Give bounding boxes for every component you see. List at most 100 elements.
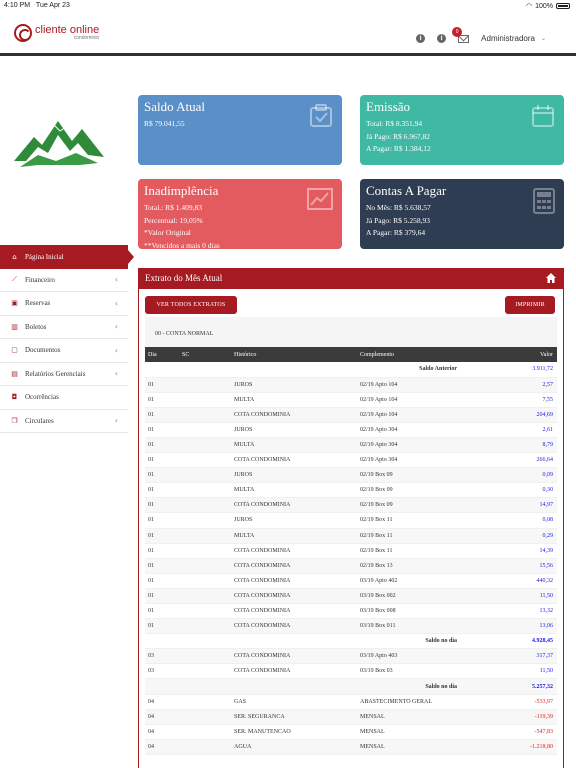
cell-dia: 01 — [145, 407, 179, 423]
table-row: 04 SER. MANUTENCAO MENSAL -547,83 — [145, 724, 557, 740]
cell-valor: 13,06 — [477, 618, 557, 635]
cell-sc — [179, 392, 231, 408]
cell-complemento: MENSAL — [357, 739, 477, 755]
cell-complemento: 03/19 Box 008 — [357, 603, 477, 620]
cell-historico: COTA CONDOMINIA — [231, 558, 357, 574]
cell-sc — [179, 618, 231, 635]
cell-sc — [179, 648, 231, 665]
table-row: 01 MULTA 02/19 Box 09 0,30 — [145, 482, 557, 499]
table-row: 01 COTA CONDOMINIA 03/19 Box 008 13,32 — [145, 603, 557, 620]
cell-valor: 8,79 — [477, 437, 557, 454]
cell-historico: MULTA — [231, 482, 357, 499]
cell-historico: COTA CONDOMINIA — [231, 603, 357, 620]
card-title: Saldo Atual — [144, 99, 206, 114]
status-time: 4:10 PM Tue Apr 23 — [4, 2, 70, 9]
cell-valor: 7,55 — [477, 392, 557, 408]
cell-sc — [179, 573, 231, 589]
cell-dia: 01 — [145, 377, 179, 393]
saldo-dia-label: Saldo no dia — [357, 633, 477, 650]
cell-sc — [179, 467, 231, 484]
saldo-dia-value: 5.257,32 — [477, 678, 557, 695]
card-inadimplencia[interactable]: Inadimplência Total.: R$ 1.409,83 Percen… — [138, 179, 342, 250]
card-line: Total.: R$ 1.409,83 — [144, 203, 203, 212]
cell-historico: COTA CONDOMINIA — [231, 588, 357, 605]
view-all-statements-button[interactable]: VER TODOS EXTRATOS — [145, 296, 237, 314]
sidebar-item-pagina-inicial[interactable]: ⌂ Página Inicial — [0, 245, 134, 269]
cell-valor: 0,09 — [477, 467, 557, 484]
sidebar-item-boletos[interactable]: ▥ Boletos ‹ — [0, 316, 128, 339]
extrato-actions: VER TODOS EXTRATOS IMPRIMIR — [139, 289, 563, 317]
saldo-dia-row: Saldo no dia 5.257,32 — [145, 678, 557, 695]
cell-dia: 04 — [145, 694, 179, 710]
sidebar-item-relatorios[interactable]: ▤ Relatórios Gerenciais ‹ — [0, 363, 128, 386]
sidebar-item-ocorrencias[interactable]: ◘ Ocorrências — [0, 386, 128, 410]
sidebar-menu: ⌂ Página Inicial ⟋ Financeiro ‹ ▣ Reserv… — [0, 245, 134, 433]
card-emissao[interactable]: Emissão Total: R$ 8.351,94 Já Pago: R$ 6… — [360, 95, 564, 165]
cell-valor: -533,97 — [477, 694, 557, 710]
card-line: Total: R$ 8.351,94 — [366, 119, 423, 128]
card-contas-a-pagar[interactable]: Contas A Pagar No Mês: R$ 5.638,57 Já Pa… — [360, 179, 564, 249]
card-saldo-atual[interactable]: Saldo Atual R$ 79.041,55 — [138, 95, 342, 165]
cell-dia: 01 — [145, 497, 179, 514]
column-header: Dia — [145, 347, 179, 362]
table-row: 01 COTA CONDOMINIA 03/19 Box 002 11,50 — [145, 588, 557, 605]
cell-valor: -1.218,80 — [477, 739, 557, 755]
info-icon[interactable]: i — [416, 34, 426, 43]
print-button[interactable]: IMPRIMIR — [505, 296, 555, 314]
cell-valor: 0,29 — [477, 528, 557, 544]
cell-valor: 266,64 — [477, 452, 557, 469]
saldo-anterior-value: 3.911,72 — [477, 362, 557, 378]
brand-logo[interactable]: cliente online condominio — [14, 24, 99, 42]
table-row: 04 AGUA MENSAL -1.218,80 — [145, 739, 557, 755]
cell-complemento: 02/19 Box 11 — [357, 512, 477, 529]
cell-valor: 0,08 — [477, 512, 557, 529]
table-row: 04 SER. SEGURANCA MENSAL -119,39 — [145, 709, 557, 725]
card-line: Já Pago: R$ 6.967,82 — [366, 131, 430, 141]
cell-sc — [179, 437, 231, 454]
cell-historico: COTA CONDOMINIA — [231, 618, 357, 635]
statement-body: Saldo Anterior 3.911,72 01 JUROS 02/19 Apt… — [145, 362, 557, 755]
sidebar-item-documentos[interactable]: ▢ Documentos ‹ — [0, 339, 128, 363]
cell-sc — [179, 528, 231, 544]
home-icon[interactable] — [545, 272, 557, 284]
cell-sc — [179, 422, 231, 438]
cell-sc — [179, 497, 231, 514]
cell-complemento: 02/19 Apto 304 — [357, 452, 477, 469]
table-row: 01 JUROS 02/19 Apto 104 2,57 — [145, 377, 557, 393]
table-row: 01 COTA CONDOMINIA 03/19 Box 011 13,06 — [145, 618, 557, 635]
sidebar-item-circulares[interactable]: ❐ Circulares ‹ — [0, 410, 128, 433]
table-row: 01 MULTA 02/19 Apto 104 7,55 — [145, 392, 557, 408]
cell-complemento: 02/19 Box 09 — [357, 497, 477, 514]
cell-complemento: 02/19 Box 11 — [357, 543, 477, 559]
copy-icon: ❐ — [11, 416, 18, 425]
trend-chart-icon — [307, 188, 333, 210]
table-row: 01 JUROS 02/19 Apto 304 2,61 — [145, 422, 557, 438]
table-row: 01 JUROS 02/19 Box 09 0,09 — [145, 467, 557, 484]
cell-historico: JUROS — [231, 512, 357, 529]
cell-valor: -547,83 — [477, 724, 557, 740]
cell-complemento: 03/19 Apto 403 — [357, 648, 477, 665]
cell-sc — [179, 512, 231, 529]
table-row: 01 COTA CONDOMINIA 02/19 Apto 304 266,64 — [145, 452, 557, 469]
sidebar-item-reservas[interactable]: ▣ Reservas ‹ — [0, 292, 128, 316]
mail-badge: 0 — [452, 26, 463, 37]
cell-historico: COTA CONDOMINIA — [231, 573, 357, 589]
documents-icon: ▢ — [11, 346, 18, 355]
cell-dia: 01 — [145, 422, 179, 438]
cell-complemento: 02/19 Apto 104 — [357, 392, 477, 408]
cell-sc — [179, 558, 231, 574]
cell-valor: 2,57 — [477, 377, 557, 393]
sidebar-item-financeiro[interactable]: ⟋ Financeiro ‹ — [0, 269, 128, 292]
cell-dia: 01 — [145, 528, 179, 544]
cell-sc — [179, 588, 231, 605]
cell-complemento: 02/19 Box 09 — [357, 482, 477, 499]
cell-dia: 01 — [145, 618, 179, 635]
calendar-icon — [532, 105, 554, 127]
wifi-icon: ◠ — [525, 3, 533, 10]
battery-icon — [556, 3, 570, 9]
mail-button[interactable]: 0 — [452, 26, 470, 43]
user-name: Administradora — [481, 34, 535, 43]
info-icon-2[interactable]: i — [437, 34, 447, 43]
user-menu[interactable]: Administradora ⌄ — [481, 34, 546, 43]
cell-valor: 0,30 — [477, 482, 557, 499]
